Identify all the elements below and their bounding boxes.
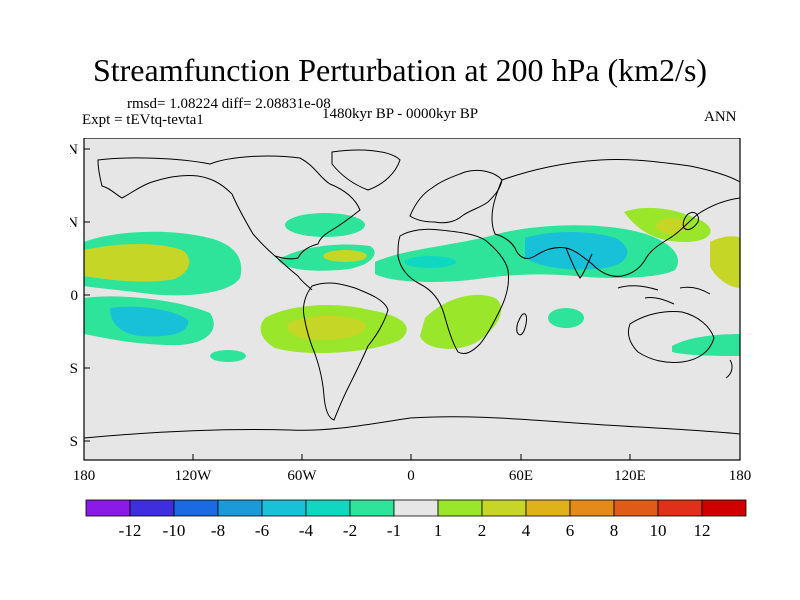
colorbar-label: -8 [211, 521, 225, 540]
contour-region [525, 232, 628, 270]
coastline-south-america [303, 282, 389, 421]
colorbar-label: -4 [299, 521, 314, 540]
colorbar-label: 10 [650, 521, 667, 540]
contour-region [110, 306, 189, 337]
contour-region [285, 213, 365, 237]
colorbar: -12 -10 -8 -6 -4 -2 -1 1 2 4 6 8 10 12 [85, 499, 747, 540]
colorbar-box [393, 499, 439, 517]
coastline-india [565, 247, 593, 279]
season-label: ANN [704, 109, 737, 125]
contour-region [672, 334, 740, 356]
colorbar-box [437, 499, 483, 517]
colorbar-label: 4 [522, 521, 531, 540]
experiment-label: Expt = tEVtq-tevta1 [82, 112, 204, 128]
map-frame [83, 138, 741, 461]
colorbar-box [261, 499, 307, 517]
colorbar-box [613, 499, 659, 517]
map-background [84, 138, 740, 460]
coastline-asia [491, 158, 740, 277]
colorbar-box [569, 499, 615, 517]
colorbar-labels: -12 -10 -8 -6 -4 -2 -1 1 2 4 6 8 10 12 [119, 521, 711, 540]
contour-region [404, 256, 456, 268]
contour-region [710, 236, 740, 288]
lon-label: 60E [509, 468, 533, 484]
colorbar-box [349, 499, 395, 517]
coastline-japan [682, 211, 699, 231]
colorbar-label: 6 [566, 521, 575, 540]
coastline-antarctica [84, 416, 740, 439]
coastline-australia [627, 311, 715, 363]
lat-label: 80N [70, 142, 78, 158]
colorbar-label: 1 [434, 521, 443, 540]
stats-text: rmsd= 1.08224 diff= 2.08831e-08 [127, 96, 331, 112]
coastline-new-zealand [725, 359, 733, 379]
contour-region [84, 244, 190, 282]
colorbar-label: -1 [387, 521, 401, 540]
colorbar-label: 2 [478, 521, 487, 540]
colorbar-box [85, 499, 131, 517]
period-label: 1480kyr BP - 0000kyr BP [322, 106, 479, 122]
colorbar-label: -10 [163, 521, 186, 540]
contour-region [548, 308, 584, 328]
lon-ticks [83, 454, 741, 460]
lat-label: 40N [70, 215, 78, 231]
lon-label: 60W [287, 468, 317, 484]
coastline-north-america [97, 155, 361, 260]
colorbar-box [481, 499, 527, 517]
colorbar-label: 12 [694, 521, 711, 540]
coastline-africa [397, 228, 509, 355]
colorbar-box [217, 499, 263, 517]
contour-region [210, 350, 246, 362]
colorbar-box [657, 499, 703, 517]
colorbar-box [701, 499, 747, 517]
lon-label: 180 [73, 468, 96, 484]
coastline-central-america [274, 255, 313, 291]
colorbar-label: -2 [343, 521, 357, 540]
lat-label: 80S [70, 434, 78, 450]
coastline-europe [409, 169, 503, 224]
colorbar-box [173, 499, 219, 517]
lat-label: 40S [70, 361, 78, 377]
coastlines [84, 149, 740, 439]
coastline-madagascar [516, 313, 527, 336]
colorbar-label: 8 [610, 521, 619, 540]
contour-region [420, 294, 502, 349]
lon-label: 120W [175, 468, 213, 484]
lat-label: 0 [71, 288, 79, 304]
colorbar-label: -12 [119, 521, 142, 540]
plot-title: Streamfunction Perturbation at 200 hPa (… [92, 52, 708, 88]
lon-label: 180 [729, 468, 752, 484]
contour-fills [84, 207, 740, 362]
lon-label: 0 [407, 468, 415, 484]
lat-ticks [84, 148, 90, 442]
coastline-greenland [331, 149, 401, 191]
colorbar-box [525, 499, 571, 517]
world-map: 80N 40N 0 40S 80S 180 120W 60W 0 60E 120… [70, 138, 752, 484]
colorbar-box [129, 499, 175, 517]
colorbar-boxes [85, 499, 747, 517]
colorbar-box [305, 499, 351, 517]
lon-label: 120E [614, 468, 646, 484]
contour-region [323, 250, 367, 262]
coastline-indonesia [617, 285, 711, 305]
contour-region [287, 315, 366, 340]
colorbar-label: -6 [255, 521, 269, 540]
